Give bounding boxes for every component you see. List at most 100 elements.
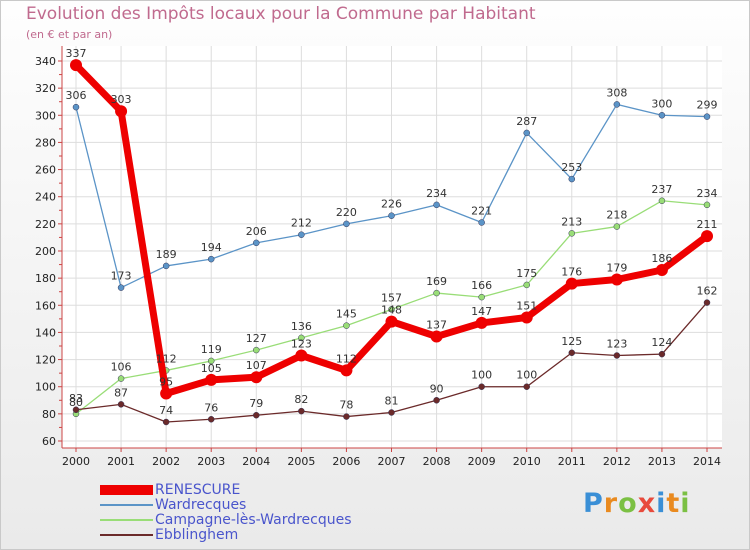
y-tick-label: 340 [35,55,56,68]
y-tick-label: 160 [35,299,56,312]
data-point [295,349,308,362]
data-label: 124 [651,336,672,349]
data-point [613,223,621,230]
data-label: 123 [606,338,627,351]
data-point [117,375,125,382]
data-point [162,262,170,270]
logo-letter: i [680,488,691,519]
data-point [658,112,666,119]
y-tick-label: 180 [35,272,56,285]
logo-letter: o [618,488,638,519]
legend-label: Ebblinghem [155,527,239,543]
data-label: 127 [246,332,267,345]
data-label: 79 [249,397,263,410]
data-point [207,416,215,423]
data-label: 189 [156,248,177,261]
data-label: 179 [606,262,627,275]
data-point [523,281,530,289]
proxiti-logo: Proxiti [583,488,691,519]
data-point [433,201,440,209]
data-point [388,212,395,219]
chart-title: Evolution des Impôts locaux pour la Comm… [26,4,536,24]
data-label: 212 [291,217,312,230]
x-tick-label: 2008 [423,455,451,468]
chart-subtitle: (en € et par an) [26,28,113,41]
x-tick-label: 2011 [558,455,586,468]
data-label: 186 [651,252,672,265]
logo-letter: P [583,488,604,519]
data-label: 76 [204,401,218,414]
data-point [207,255,215,263]
data-point [568,349,576,357]
data-label: 211 [697,218,718,231]
y-tick-label: 260 [35,164,56,177]
data-point [205,373,218,386]
data-point [475,316,488,329]
data-point [207,357,215,365]
data-label: 90 [430,382,444,395]
x-tick-label: 2013 [648,455,676,468]
data-label: 173 [111,270,132,283]
data-label: 175 [516,267,537,280]
y-tick-label: 300 [35,109,56,122]
x-tick-label: 2014 [693,455,721,468]
data-label: 123 [291,338,312,351]
data-label: 300 [651,97,672,110]
data-point [703,299,711,306]
data-label: 237 [651,183,672,196]
data-point [72,103,80,111]
data-label: 107 [246,359,267,372]
data-point [523,129,530,137]
data-label: 100 [471,369,492,382]
data-label: 303 [111,93,132,106]
x-tick-label: 2010 [513,455,541,468]
data-label: 306 [66,89,87,102]
legend-label: Wardrecques [155,497,247,513]
data-point [613,101,621,108]
y-tick-label: 60 [42,435,56,448]
data-point [433,289,440,297]
data-point [250,371,263,384]
data-label: 83 [69,392,83,405]
legend-label: RENESCURE [155,482,241,498]
data-point [433,397,440,404]
data-point [253,411,260,419]
data-label: 80 [69,396,83,409]
y-tick-label: 220 [35,218,56,231]
data-point [298,407,305,415]
data-point [115,105,128,118]
data-point [160,387,173,400]
x-tick-label: 2007 [378,455,406,468]
data-point [658,350,666,358]
data-label: 151 [516,300,537,313]
logo-letter: i [656,488,667,519]
data-label: 299 [697,99,718,112]
y-tick-label: 120 [35,354,56,367]
x-tick-label: 2004 [242,455,270,468]
data-label: 287 [516,115,537,128]
data-point [478,219,485,226]
data-label: 125 [561,335,582,348]
data-label: 100 [516,369,537,382]
x-tick-label: 2012 [603,455,631,468]
x-tick-label: 2003 [197,455,225,468]
data-point [117,401,125,408]
data-point [478,383,485,390]
x-tick-label: 2006 [332,455,360,468]
data-label: 148 [381,304,402,317]
data-point [253,346,260,354]
y-tick-label: 80 [42,408,56,421]
data-point [701,230,713,243]
legend-swatch [100,485,153,495]
y-tick-label: 140 [35,326,56,339]
data-point [658,197,666,205]
data-point [298,334,305,342]
axes: 60 80 100 120 140 160 180 200 220 240 260 280 300 320… [35,46,722,468]
data-label: 220 [336,206,357,219]
data-label: 81 [385,395,399,408]
data-point [343,413,350,420]
y-tick-label: 280 [35,136,56,149]
data-label: 82 [294,393,308,406]
data-label: 221 [471,205,492,218]
data-label: 176 [561,266,582,279]
